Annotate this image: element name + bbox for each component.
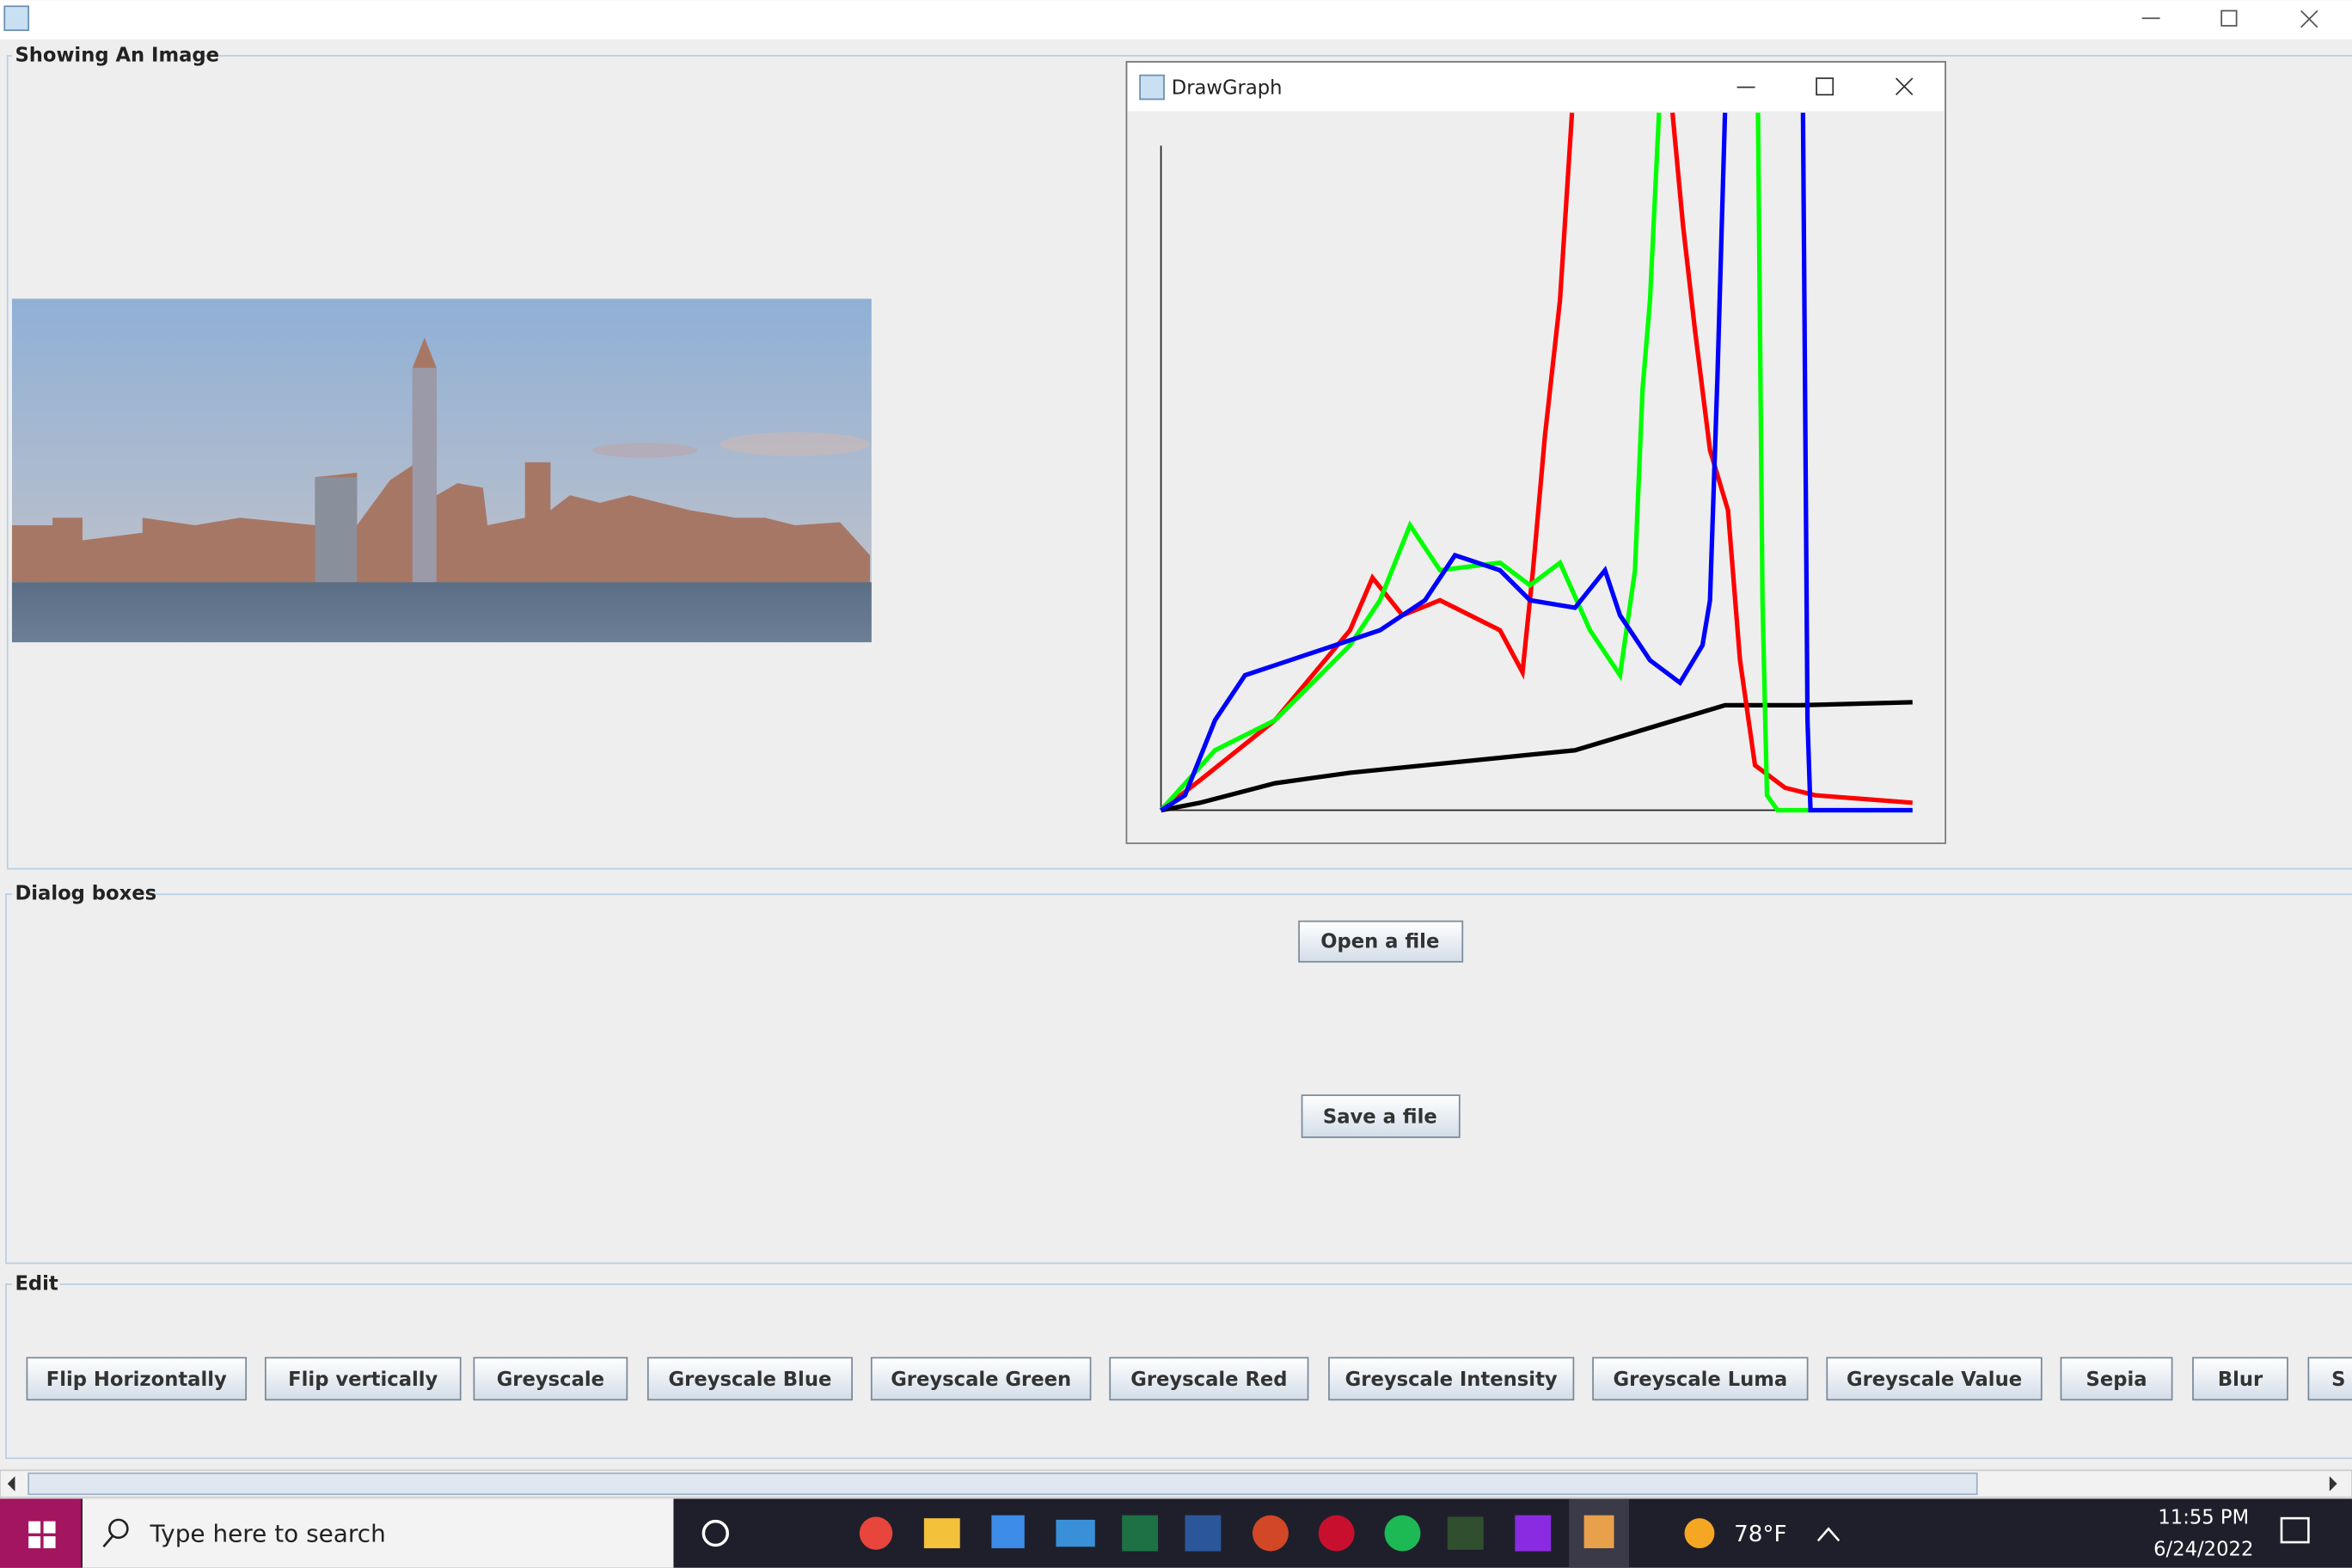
scroll-thumb[interactable] [28, 1472, 1978, 1496]
edit-button[interactable]: S [2307, 1357, 2352, 1401]
edit-button[interactable]: Greyscale Intensity [1328, 1357, 1575, 1401]
clock-time: 11:55 PM [2158, 1507, 2249, 1529]
button-label: Flip vertically [288, 1369, 438, 1391]
histogram-line [1800, 113, 1913, 813]
dialog-panel [5, 893, 2352, 1265]
clock-date: 6/24/2022 [2153, 1538, 2253, 1560]
button-label: Sepia [2086, 1369, 2147, 1391]
close-button[interactable] [2300, 9, 2318, 28]
title-bar [0, 0, 2352, 40]
button-label: S [2331, 1369, 2345, 1391]
edit-button[interactable]: Flip vertically [264, 1357, 462, 1401]
edit-button[interactable]: Blur [2192, 1357, 2288, 1401]
button-label: Greyscale Red [1130, 1369, 1287, 1391]
button-label: Save a file [1323, 1106, 1437, 1129]
button-label: Greyscale Value [1847, 1369, 2022, 1391]
histogram-line [1159, 113, 1662, 812]
close-button[interactable] [1895, 77, 1914, 95]
button-label: Greyscale Blue [669, 1369, 832, 1391]
button-label: Flip Horizontally [46, 1369, 227, 1391]
edit-button[interactable]: Greyscale Blue [646, 1357, 853, 1401]
histogram-line [1161, 700, 1913, 813]
taskbar-icons[interactable] [859, 1498, 1629, 1568]
button-label: Greyscale Green [891, 1369, 1071, 1391]
app-icon [3, 5, 30, 32]
panel-title: Edit [15, 1272, 58, 1295]
maximize-button[interactable] [1816, 77, 1834, 96]
search-box[interactable] [82, 1498, 674, 1568]
graph-window: DrawGraph [1125, 60, 1947, 844]
panel-title: Showing An Image [15, 44, 219, 66]
button-label: Greyscale [497, 1369, 604, 1391]
weather: 78°F [1734, 1522, 1786, 1547]
histogram-line [1669, 112, 1913, 805]
panel-title: Dialog boxes [15, 883, 156, 905]
skyline-image [11, 298, 872, 643]
search-placeholder: Type here to search [149, 1519, 385, 1547]
open-button[interactable]: Open a file [1298, 920, 1464, 963]
button-label: Open a file [1320, 931, 1439, 953]
edit-panel [5, 1283, 2352, 1460]
save-button[interactable]: Save a file [1301, 1094, 1461, 1138]
edit-button[interactable]: Greyscale Value [1826, 1357, 2043, 1401]
edit-button[interactable]: Flip Horizontally [26, 1357, 248, 1401]
edit-button[interactable]: Greyscale [473, 1357, 628, 1401]
taskbar: Type here to search 78°F 11:55 PM 6/24/2… [0, 1498, 2352, 1568]
restore-button[interactable] [2220, 9, 2238, 27]
window-title: DrawGraph [1172, 77, 1283, 100]
edit-button[interactable]: Greyscale Red [1109, 1357, 1309, 1401]
button-label: Greyscale Luma [1613, 1369, 1787, 1391]
button-label: Blur [2218, 1369, 2263, 1391]
button-label: Greyscale Intensity [1345, 1369, 1558, 1391]
image-panel [6, 54, 2352, 870]
edit-button[interactable]: Greyscale Green [870, 1357, 1092, 1401]
histogram-line [1160, 113, 1728, 812]
edit-button[interactable]: Sepia [2060, 1357, 2173, 1401]
edit-button[interactable]: Greyscale Luma [1592, 1357, 1809, 1401]
